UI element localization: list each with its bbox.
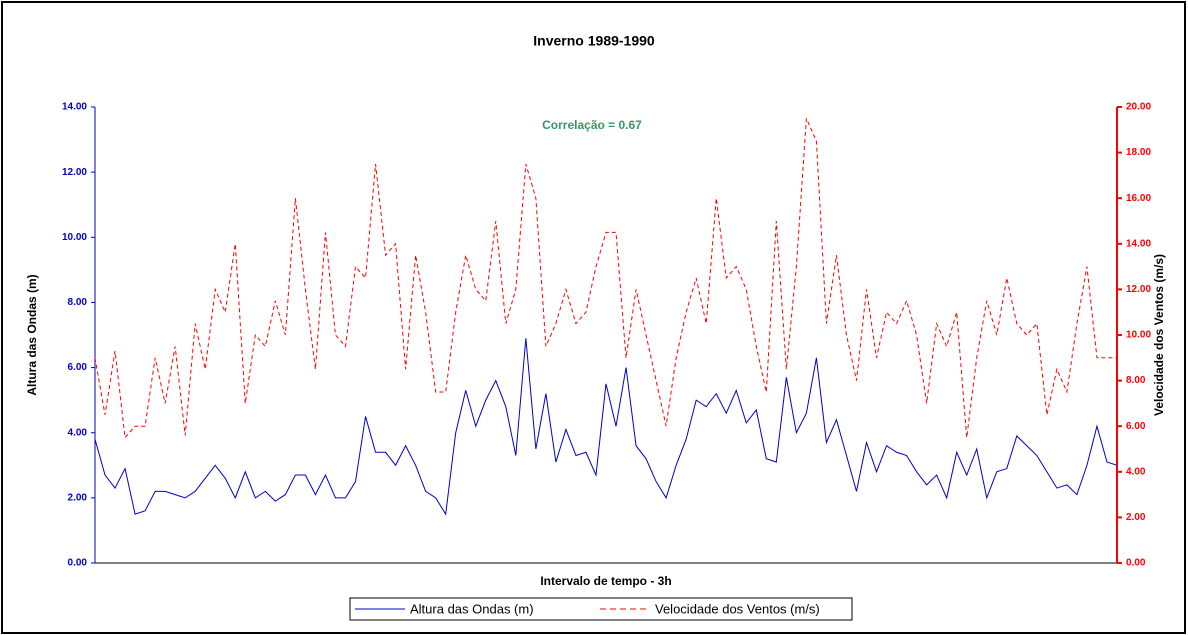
y2-tick-label: 18.00 bbox=[1126, 147, 1151, 158]
y2-tick-label: 0.00 bbox=[1126, 558, 1146, 569]
series-line bbox=[94, 338, 1118, 516]
y-tick-label: 14.00 bbox=[62, 102, 87, 113]
y2-tick-label: 4.00 bbox=[1126, 466, 1146, 477]
y2-tick-label: 16.00 bbox=[1126, 193, 1151, 204]
y-tick-label: 8.00 bbox=[68, 297, 88, 308]
y-tick-label: 6.00 bbox=[68, 362, 88, 373]
y-axis-title: Altura das Ondas (m) bbox=[25, 274, 39, 395]
y-tick-label: 4.00 bbox=[68, 427, 88, 438]
chart-title: Inverno 1989-1990 bbox=[533, 33, 655, 49]
y2-tick-label: 14.00 bbox=[1126, 238, 1151, 249]
y2-tick-label: 6.00 bbox=[1126, 421, 1146, 432]
y2-tick-label: 20.00 bbox=[1126, 102, 1151, 113]
annotation: Correlação = 0.67 bbox=[542, 118, 642, 132]
y2-tick-label: 8.00 bbox=[1126, 375, 1146, 386]
y-tick-label: 2.00 bbox=[68, 492, 88, 503]
y2-axis-title: Velocidade dos Ventos (m/s) bbox=[1152, 254, 1166, 416]
legend-label: Altura das Ondas (m) bbox=[410, 601, 534, 616]
legend-label: Velocidade dos Ventos (m/s) bbox=[655, 601, 820, 616]
x-axis-title: Intervalo de tempo - 3h bbox=[540, 574, 671, 588]
y-tick-label: 0.00 bbox=[68, 558, 88, 569]
y2-tick-label: 12.00 bbox=[1126, 284, 1151, 295]
y-tick-label: 10.00 bbox=[62, 232, 87, 243]
y2-tick-label: 10.00 bbox=[1126, 330, 1151, 341]
y2-tick-label: 2.00 bbox=[1126, 512, 1146, 523]
series-line bbox=[94, 118, 1117, 439]
y-tick-label: 12.00 bbox=[62, 167, 87, 178]
